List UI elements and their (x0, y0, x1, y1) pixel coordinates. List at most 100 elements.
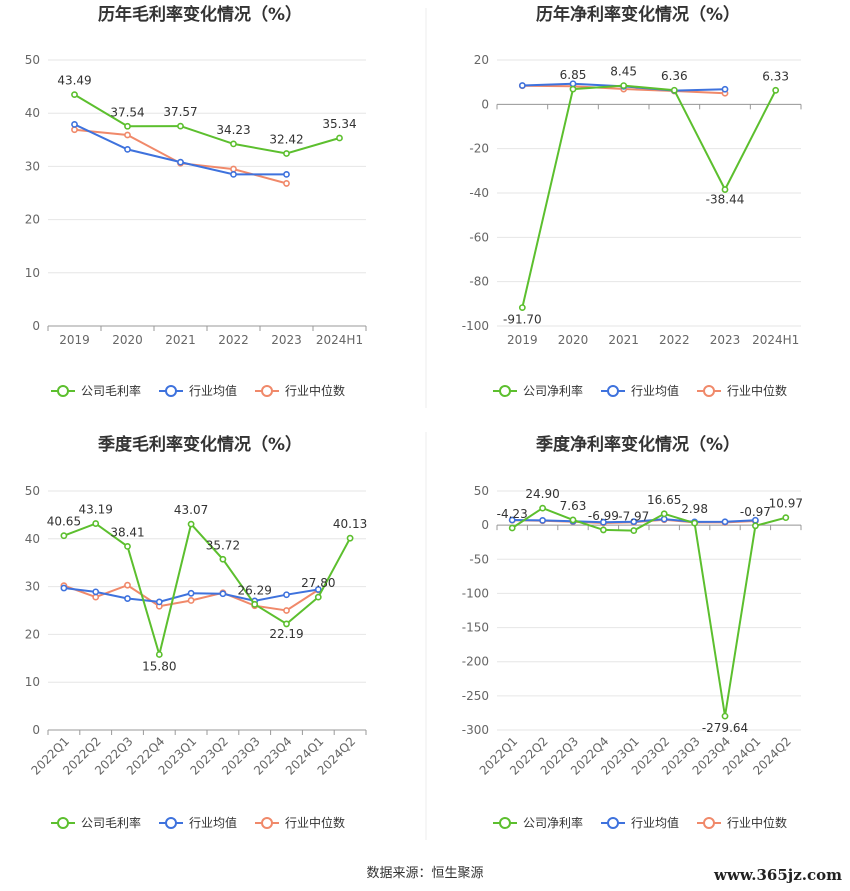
data-label: 35.72 (206, 538, 240, 552)
y-tick-label: 10 (25, 675, 40, 689)
legend-item-median: 行业中位数 (255, 815, 345, 830)
data-point-avg (314, 586, 322, 593)
data-point-company (60, 532, 68, 540)
data-point-company (508, 524, 516, 532)
data-label: 37.54 (110, 105, 144, 119)
data-point-company (346, 534, 354, 542)
data-point-avg (92, 588, 100, 596)
series-line-company (63, 522, 351, 659)
data-point-company (314, 593, 322, 601)
watermark: www.365jz.com (714, 866, 842, 884)
chart-1: 历年毛利率变化情况（%） 0 10 20 30 40 50 2019 2020 2021 2022 2… (25, 4, 367, 398)
legend-label: 公司毛利率 (81, 383, 141, 398)
data-label: 6.36 (661, 69, 688, 83)
y-tick-label: 20 (474, 53, 489, 67)
data-label: 43.19 (79, 503, 113, 517)
x-tick-label: 2023 (710, 333, 741, 347)
legend-marker (261, 817, 273, 829)
x-tick-label: 2019 (507, 333, 538, 347)
data-label: -91.70 (503, 313, 542, 327)
data-label: 35.34 (322, 117, 356, 131)
y-tick-label: 40 (25, 106, 40, 120)
legend-marker (607, 817, 619, 829)
legend-marker (499, 385, 511, 397)
legend-item-company: 公司净利率 (493, 815, 583, 830)
data-label: 2.98 (681, 502, 708, 516)
data-point-company (772, 86, 780, 94)
legend-item-company: 公司毛利率 (51, 383, 141, 398)
y-tick-label: 20 (25, 213, 40, 227)
data-point-company (92, 520, 100, 527)
data-label: 6.85 (560, 68, 587, 82)
data-point-median (71, 126, 78, 134)
data-point-avg (721, 518, 729, 526)
data-point-company (539, 504, 546, 512)
x-tick-label: 2023 (271, 333, 302, 347)
data-point-avg (283, 170, 290, 178)
data-point-company (569, 85, 577, 93)
data-label: -7.97 (618, 510, 649, 524)
data-point-company (721, 186, 729, 193)
data-point-company (752, 522, 759, 530)
y-tick-label: 30 (25, 580, 40, 594)
data-label: 16.65 (647, 493, 681, 507)
data-point-median (230, 165, 237, 173)
data-point-avg (60, 584, 68, 592)
legend-label: 公司毛利率 (81, 815, 141, 830)
data-point-avg (539, 516, 546, 524)
data-point-company (283, 150, 290, 157)
legend-item-company: 公司毛利率 (51, 815, 141, 830)
data-point-company (219, 555, 227, 563)
y-tick-label: -80 (469, 275, 489, 289)
chart-title: 历年毛利率变化情况（%） (98, 4, 302, 25)
data-point-avg (155, 598, 163, 606)
legend-marker (261, 385, 273, 397)
y-tick-label: 0 (481, 97, 489, 111)
data-point-median (124, 581, 131, 589)
series-line-company (511, 506, 787, 717)
data-point-company (721, 712, 729, 720)
data-point-avg (721, 85, 729, 93)
legend-marker (57, 385, 69, 397)
data-point-company (620, 82, 628, 90)
legend-item-avg: 行业均值 (601, 815, 679, 830)
series-line-company (521, 84, 777, 308)
y-tick-label: 0 (481, 518, 489, 532)
data-label: 38.41 (110, 525, 144, 539)
data-point-company (670, 86, 678, 94)
data-point-company (71, 91, 78, 99)
y-tick-label: -20 (469, 142, 489, 156)
data-point-company (251, 600, 259, 608)
data-label: 8.45 (610, 65, 637, 79)
data-label: 26.29 (238, 583, 272, 597)
legend-item-avg: 行业均值 (159, 383, 237, 398)
data-label: 10.97 (769, 497, 803, 511)
data-point-median (283, 607, 290, 614)
data-point-avg (187, 589, 195, 597)
x-tick-label: 2022 (659, 333, 690, 347)
y-tick-label: -50 (469, 552, 489, 566)
legend-marker (165, 817, 177, 829)
data-point-avg (630, 518, 638, 526)
legend-marker (703, 385, 715, 397)
data-label: 40.65 (47, 515, 81, 529)
data-point-avg (124, 595, 131, 602)
y-tick-label: -60 (469, 230, 489, 244)
legend-marker (703, 817, 715, 829)
x-tick-label: 2024H1 (316, 333, 363, 347)
data-point-company (630, 527, 638, 534)
chart-title: 季度净利率变化情况（%） (536, 434, 740, 455)
data-label: 7.63 (560, 499, 587, 513)
data-point-avg (283, 591, 290, 599)
data-label: 15.80 (142, 659, 176, 673)
data-point-company (177, 122, 184, 130)
legend-marker (499, 817, 511, 829)
data-point-company (691, 519, 698, 527)
data-point-avg (219, 590, 227, 598)
y-tick-label: 0 (32, 723, 40, 737)
chart-title: 历年净利率变化情况（%） (536, 4, 740, 25)
y-tick-label: 0 (32, 319, 40, 333)
legend-item-median: 行业中位数 (697, 815, 787, 830)
data-label: 22.19 (269, 627, 303, 641)
data-point-avg (518, 82, 526, 89)
